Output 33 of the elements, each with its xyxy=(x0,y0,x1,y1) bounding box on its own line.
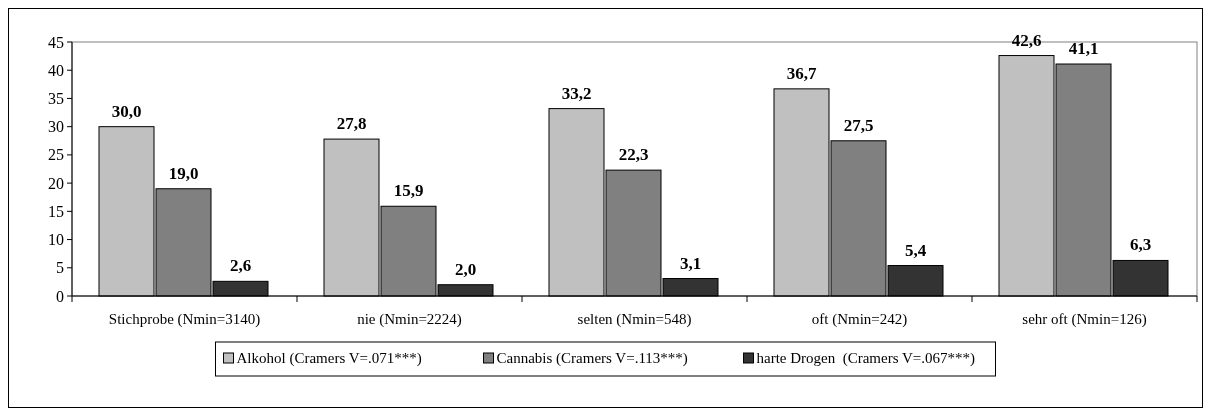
data-label: 2,6 xyxy=(229,256,252,276)
y-tick-label: 10 xyxy=(48,231,64,249)
y-tick-label: 35 xyxy=(48,90,64,108)
data-label: 19,0 xyxy=(168,163,199,183)
data-label: 6,3 xyxy=(1129,235,1152,255)
data-label: 2,0 xyxy=(454,259,477,279)
x-tick-label: selten (Nmin=548) xyxy=(577,311,692,328)
legend-label: Cannabis (Cramers V=.113***) xyxy=(496,350,688,367)
legend-label: harte Drogen (Cramers V=.067***) xyxy=(756,350,976,367)
x-tick-label: oft (Nmin=242) xyxy=(811,311,908,328)
data-label: 30,0 xyxy=(111,101,142,121)
y-tick-label: 20 xyxy=(48,174,64,192)
y-tick-label: 30 xyxy=(48,118,64,136)
data-label: 15,9 xyxy=(393,181,424,201)
data-label: 41,1 xyxy=(1068,39,1099,59)
data-label: 42,6 xyxy=(1011,30,1042,50)
legend-label: Alkohol (Cramers V=.071***) xyxy=(236,350,422,367)
x-tick-label: nie (Nmin=2224) xyxy=(357,311,462,328)
y-tick-label: 45 xyxy=(48,33,64,51)
data-label: 33,2 xyxy=(561,83,592,103)
data-label: 27,5 xyxy=(843,115,874,135)
data-label: 5,4 xyxy=(904,240,927,260)
data-label: 27,8 xyxy=(336,114,367,134)
y-tick-label: 0 xyxy=(56,287,64,305)
data-label: 3,1 xyxy=(679,253,702,273)
x-tick-label: sehr oft (Nmin=126) xyxy=(1022,311,1147,328)
y-tick-label: 25 xyxy=(48,146,64,164)
data-label: 36,7 xyxy=(786,63,817,83)
y-tick-label: 5 xyxy=(56,259,64,277)
data-label: 22,3 xyxy=(618,145,649,165)
y-tick-label: 40 xyxy=(48,61,64,79)
y-tick-label: 15 xyxy=(48,202,64,220)
x-tick-label: Stichprobe (Nmin=3140) xyxy=(108,311,261,328)
